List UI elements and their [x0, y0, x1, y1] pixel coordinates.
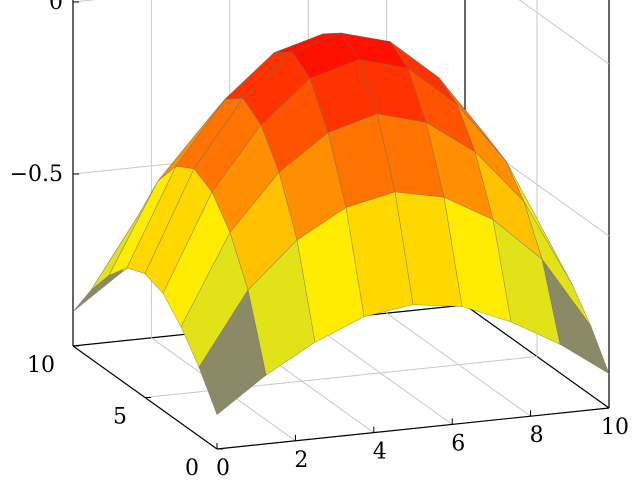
y-tick-label: 10 [27, 353, 55, 378]
x-tick-label: 10 [601, 415, 629, 440]
surface-mesh [72, 32, 610, 416]
x-axis-line [216, 407, 610, 450]
front-box-edges [72, 1, 610, 450]
surface-patch [198, 289, 267, 416]
z-gridline [72, 0, 97, 3]
y-tick-label: 5 [113, 405, 127, 430]
x-tick-label: 6 [451, 431, 465, 456]
y-tick-label: 0 [185, 456, 199, 481]
x-tick-label: 2 [294, 448, 308, 473]
x-tick-label: 0 [216, 456, 230, 481]
z-gridline [518, 0, 610, 65]
z-tick-label: 0 [49, 0, 63, 15]
tick-labels: 0 2 4 6 8 10 0 5 10 −0.5 0 [10, 0, 629, 481]
z-tick-label: −0.5 [10, 162, 63, 187]
x-tick-label: 8 [530, 423, 544, 448]
x-tick-label: 4 [373, 440, 387, 465]
